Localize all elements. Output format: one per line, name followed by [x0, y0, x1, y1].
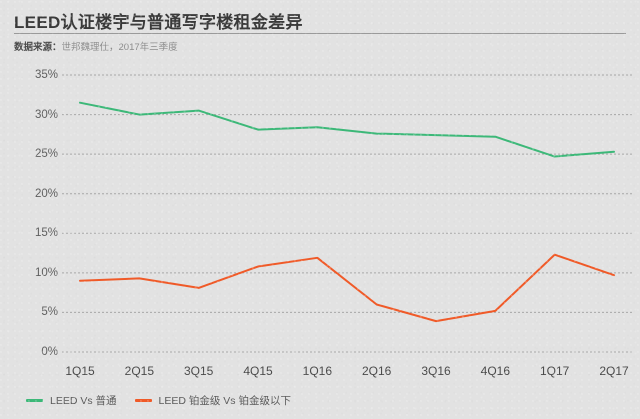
gridlines: [62, 74, 632, 353]
y-axis-tick-label: 15%: [34, 227, 58, 240]
data-source-note: 数据来源：世邦魏理仕，2017年三季度: [14, 39, 178, 53]
page-title: LEED认证楼宇与普通写字楼租金差异: [14, 13, 303, 32]
chart-legend: LEED Vs 普通 LEED 铂金级 Vs 铂金级以下: [26, 393, 291, 408]
y-axis-tick-label: 5%: [41, 306, 58, 319]
legend-item[interactable]: LEED Vs 普通: [26, 393, 117, 408]
y-axis-tick-label: 35%: [34, 69, 58, 81]
legend-label: LEED 铂金级 Vs 铂金级以下: [158, 395, 291, 407]
x-axis-tick-label: 1Q16: [302, 364, 333, 378]
data-source-value: 世邦魏理仕，2017年三季度: [61, 42, 178, 53]
y-axis-tick-label: 30%: [34, 108, 58, 121]
x-axis-tick-label: 1Q17: [539, 364, 570, 378]
y-axis-tick-label: 25%: [34, 148, 58, 161]
series-line: [79, 101, 615, 158]
legend-label: LEED Vs 普通: [50, 395, 117, 407]
legend-color-swatch: [134, 399, 152, 402]
series-line: [79, 253, 615, 323]
title-divider: [14, 33, 626, 34]
x-axis-tick-label: 3Q16: [421, 364, 451, 378]
data-source-label: 数据来源：: [14, 42, 62, 53]
x-axis-tick-label: 2Q16: [361, 364, 392, 378]
x-axis-tick-label: 4Q15: [243, 364, 273, 378]
x-axis-tick-label: 3Q15: [183, 364, 214, 378]
legend-item[interactable]: LEED 铂金级 Vs 铂金级以下: [134, 393, 291, 408]
x-axis-tick-label: 4Q16: [480, 364, 511, 378]
y-axis-tick-label: 10%: [34, 266, 58, 279]
y-axis-tick-label: 0%: [41, 346, 58, 358]
x-axis-tick-label: 1Q15: [65, 364, 95, 378]
x-axis-tick-label: 2Q17: [599, 364, 629, 378]
x-axis-tick-label: 2Q15: [124, 364, 155, 378]
y-axis-tick-label: 20%: [34, 187, 58, 200]
series-lines: [79, 101, 615, 323]
y-axis-labels: 35% 30% 25% 20% 15% 10% 5% 0%: [14, 0, 58, 419]
legend-color-swatch: [26, 399, 43, 402]
